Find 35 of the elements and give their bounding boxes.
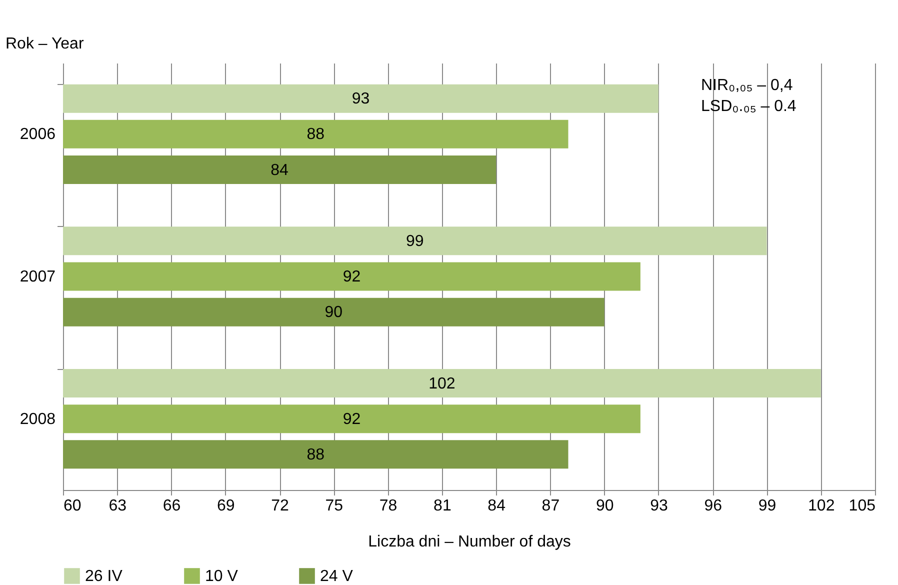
x-axis-title: Liczba dni – Number of days <box>368 534 571 550</box>
y-axis-title: Rok – Year <box>6 36 84 52</box>
y-tick-label: 2006 <box>20 126 56 144</box>
x-tick-label: 60 <box>64 498 82 514</box>
x-tick-label: 69 <box>217 498 235 514</box>
legend-label: 10 V <box>205 568 238 585</box>
data-label: 93 <box>352 90 370 108</box>
x-tick-label: 96 <box>704 498 722 514</box>
y-tick-label: 2007 <box>20 268 56 286</box>
x-tick-label: 78 <box>379 498 398 514</box>
data-label: 90 <box>324 304 343 322</box>
x-tick-label: 81 <box>434 498 452 514</box>
data-label: 102 <box>428 375 456 392</box>
data-label: 88 <box>306 446 325 464</box>
legend-label: 26 IV <box>85 568 123 585</box>
x-tick-label: 84 <box>488 498 506 514</box>
data-label: 99 <box>406 232 424 250</box>
x-tick-label: 72 <box>271 498 290 514</box>
data-label: 88 <box>306 126 325 144</box>
y-tick-label: 2008 <box>20 410 56 428</box>
x-tick-label: 93 <box>650 498 668 514</box>
x-tick-label: 87 <box>542 498 560 514</box>
legend-label: 24 V <box>320 568 354 585</box>
x-tick-label: 75 <box>325 498 344 514</box>
x-tick-label: 105 <box>848 498 876 514</box>
x-tick-label: 90 <box>596 498 614 514</box>
x-tick-label: 99 <box>758 498 776 514</box>
x-tick-label: 102 <box>808 498 835 514</box>
annotation: NIR₀,₀₅ – 0,4 <box>701 77 793 94</box>
data-label: 84 <box>270 162 289 179</box>
annotation: LSD₀.₀₅ – 0.4 <box>701 98 796 115</box>
data-label: 92 <box>342 410 361 428</box>
x-tick-label: 66 <box>162 498 181 514</box>
data-label: 92 <box>342 268 361 286</box>
x-tick-label: 63 <box>108 498 127 514</box>
